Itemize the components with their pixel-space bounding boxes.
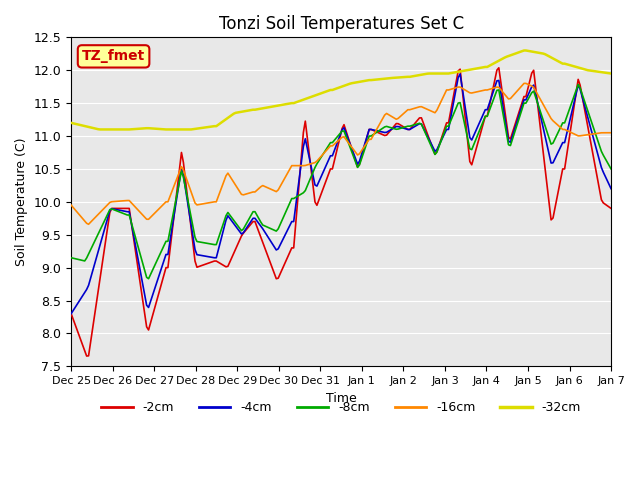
Text: TZ_fmet: TZ_fmet	[82, 49, 145, 63]
Legend: -2cm, -4cm, -8cm, -16cm, -32cm: -2cm, -4cm, -8cm, -16cm, -32cm	[96, 396, 586, 420]
X-axis label: Time: Time	[326, 392, 356, 405]
Y-axis label: Soil Temperature (C): Soil Temperature (C)	[15, 138, 28, 266]
Title: Tonzi Soil Temperatures Set C: Tonzi Soil Temperatures Set C	[218, 15, 463, 33]
